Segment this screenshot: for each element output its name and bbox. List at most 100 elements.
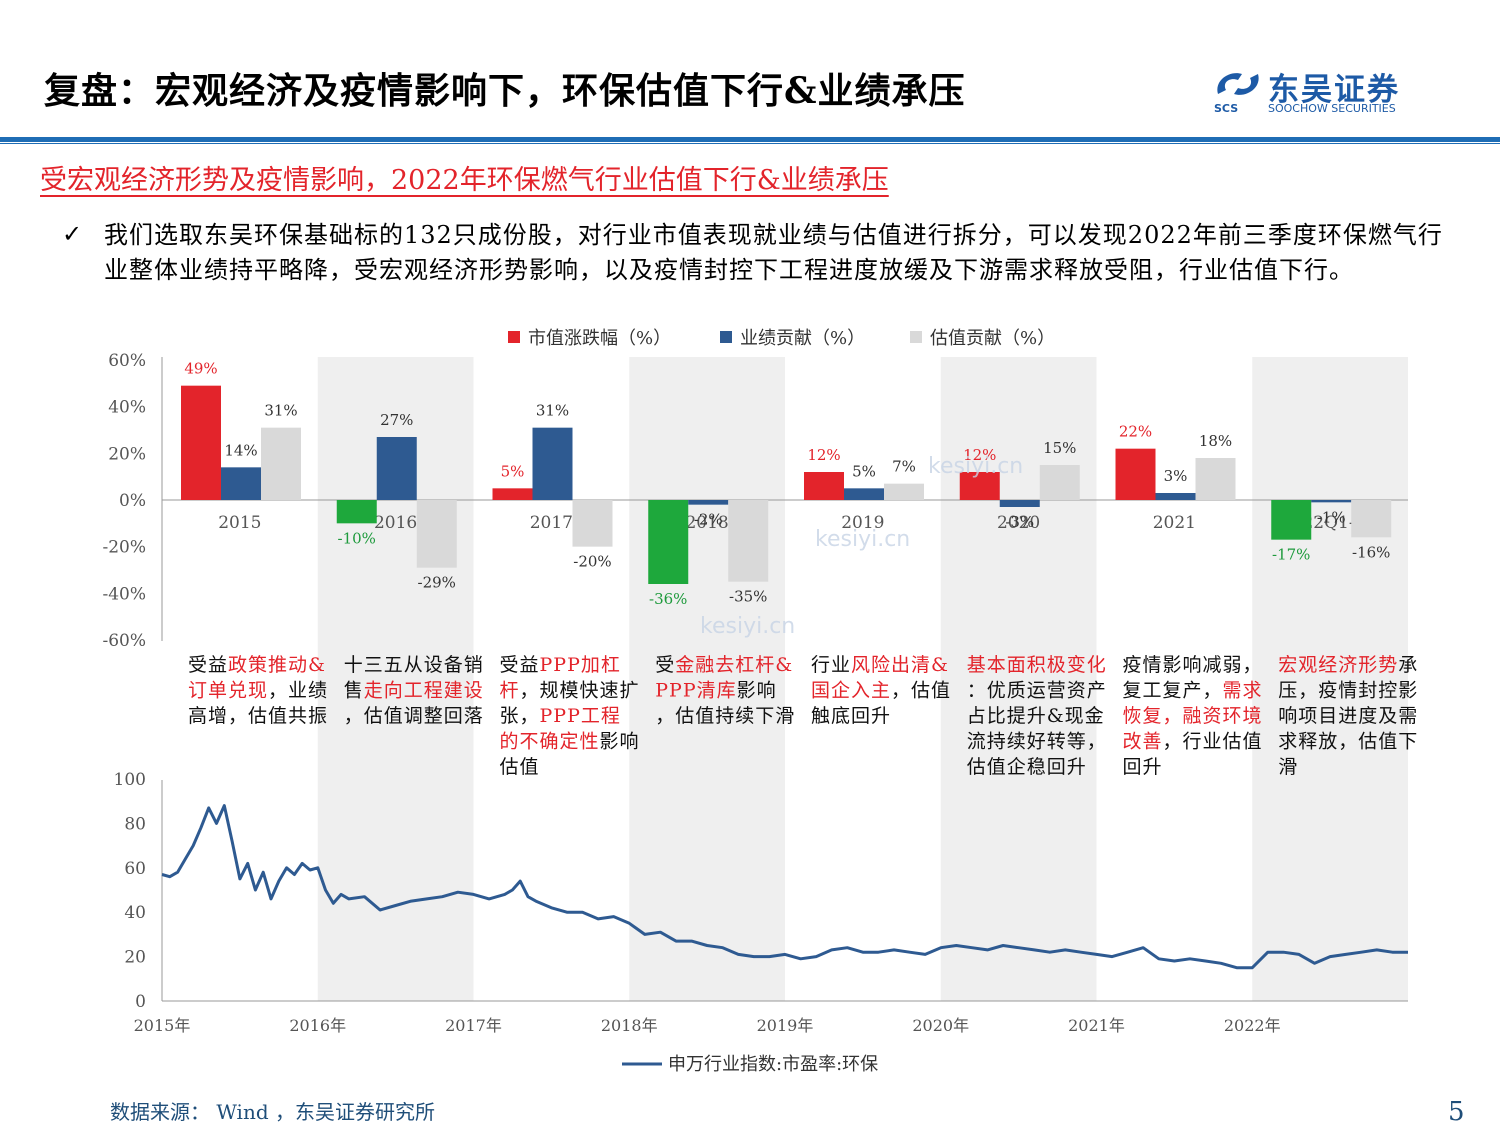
bar-data-label: -3% [1005,513,1034,531]
bar-data-label: -17% [1272,546,1310,564]
annotation-run: 滑 [1278,756,1298,778]
bar-data-label: 49% [184,360,217,378]
annotation-line: 宏观经济形势承 [1278,654,1418,676]
annotation-run: 国企入主 [811,680,891,702]
bar-series [181,385,1392,584]
annotation-line: 估值 [500,756,540,778]
annotation-notes: 受益政策推动&订单兑现，业绩高增，估值共振十三五从设备销售走向工程建设，估值调整… [188,654,1418,778]
x-tick-label: 2016年 [289,1016,346,1035]
bar [416,500,457,568]
annotation-line: ，估值持续下滑 [655,705,795,727]
annotation-line: 高增，估值共振 [188,705,328,727]
year-bands [317,357,1408,1001]
annotation-line: 十三五从设备销 [344,654,484,676]
bar [1155,493,1196,500]
pe-ratio-line [161,804,1408,970]
annotation-run: 求释放，估值下 [1278,731,1418,753]
annotation-run: 压，疫情封控影 [1278,680,1418,702]
x-tick-label: 2016 [374,513,417,533]
annotation-run: 改善 [1123,731,1163,753]
company-logo: 东吴证券 SCS SOOCHOW SECURITIES [1212,64,1432,120]
bar [1271,500,1312,540]
annotation-run: PPP清库 [655,680,736,702]
annotation-line: 的不确定性影响 [500,731,640,753]
bar-data-label: 15% [1043,439,1076,457]
annotation-run: 十三五从设备销 [344,654,484,676]
y-tick-label: 40 [124,903,146,923]
annotation-run: PPP工程 [540,705,621,727]
annotation-line: PPP清库影响 [655,680,776,702]
y-tick-label: 40% [108,398,146,418]
legend-label: 申万行业指数:市盈率:环保 [668,1054,878,1075]
watermark: kesiyi.cn [928,454,1024,479]
x-tick-label: 2021 [1153,513,1196,533]
annotation-run: 高增，估值共振 [188,705,328,727]
annotation-line: 恢复，融资环境 [1123,705,1263,727]
bar-data-label: 5% [852,462,876,480]
annotation-run: ，估值 [891,680,951,702]
x-tick-label: 2020年 [912,1016,969,1035]
annotation-run: 估值 [500,756,540,778]
legend-label: 市值涨跌幅（%） [528,328,671,349]
bar-data-label: -1% [1317,508,1346,526]
legend-label: 业绩贡献（%） [740,328,865,349]
bar [1311,500,1352,503]
bar [572,500,613,547]
x-tick-label: 2018 [685,513,728,533]
x-tick-label: 2015 [218,513,261,533]
annotation-run: ：优质运营资产 [967,680,1107,702]
line-chart-axis: 0 20 40 60 80 100 2015年 2016年 2017年 2018年 2019年 202… [114,770,1408,1035]
annotation-run: 承 [1398,654,1418,676]
y-tick-label: 60 [124,859,146,879]
annotation-line: 杆，规模快速扩 [500,680,640,702]
bar-data-label: -16% [1352,543,1390,561]
annotation-run: 走向工程建设 [364,680,484,702]
year-band [1252,357,1408,1001]
annotation-run: 政策推动& [228,654,326,676]
annotation-line: 行业风险出清& [811,654,949,676]
bar [221,467,261,500]
bar [1039,465,1080,500]
annotation-line: 估值企稳回升 [967,756,1087,778]
y-tick-label: 100 [114,770,146,790]
bar-data-label: 5% [501,462,525,480]
bar [959,472,1000,500]
annotation-line: 基本面积极变化 [967,654,1107,676]
watermark: kesiyi.cn [700,614,796,639]
annotation-run: ，行业估值 [1163,731,1263,753]
annotation-run: 售 [344,680,364,702]
annotation-line: 触底回升 [811,705,891,727]
watermark: kesiyi.cn [815,527,911,552]
annotation-run: PPP加杠 [540,654,621,676]
annotation-run: 风险出清& [851,654,949,676]
annotation-run: 需求 [1223,680,1263,702]
annotation-line: 响项目进度及需 [1278,705,1418,727]
bar-data-label: 31% [536,402,569,420]
bar-data-label: 12% [807,446,840,464]
y-tick-label: -40% [102,584,146,604]
annotation-run: 流持续好转等， [967,731,1107,753]
x-tick-label: 2019年 [757,1016,814,1035]
annotation-run: 疫情影响减弱， [1123,654,1263,676]
x-tick-label: 2020 [997,513,1040,533]
logo-text-cn: 东吴证券 [1268,72,1400,108]
annotation-line: 受益PPP加杠 [500,654,621,676]
annotation-run: 宏观经济形势 [1278,654,1398,676]
bar [688,500,729,505]
annotation-run: 恢复，融资环境 [1123,705,1263,727]
y-tick-label: -60% [102,631,146,651]
annotation-line: 订单兑现，业绩 [188,680,328,702]
chart-legend: 市值涨跌幅（%） 业绩贡献（%） 估值贡献（%） [508,328,1055,349]
annotation-run: 金融去杠杆& [675,654,793,676]
bar-data-label: 7% [892,458,916,476]
x-tick-label: 2017年 [445,1016,502,1035]
header-divider [0,137,1500,142]
bar-data-label: 31% [264,402,297,420]
section-subtitle: 受宏观经济形势及疫情影响，2022年环保燃气行业估值下行&业绩承压 [40,165,889,196]
annotation-run: ，规模快速扩 [520,680,640,702]
bar-data-label: 18% [1199,432,1232,450]
x-tick-label: 2017 [530,513,573,533]
annotation-run: 受益 [188,654,228,676]
bar-data-label: 22% [1119,423,1152,441]
annotation-line: 售走向工程建设 [344,680,484,702]
